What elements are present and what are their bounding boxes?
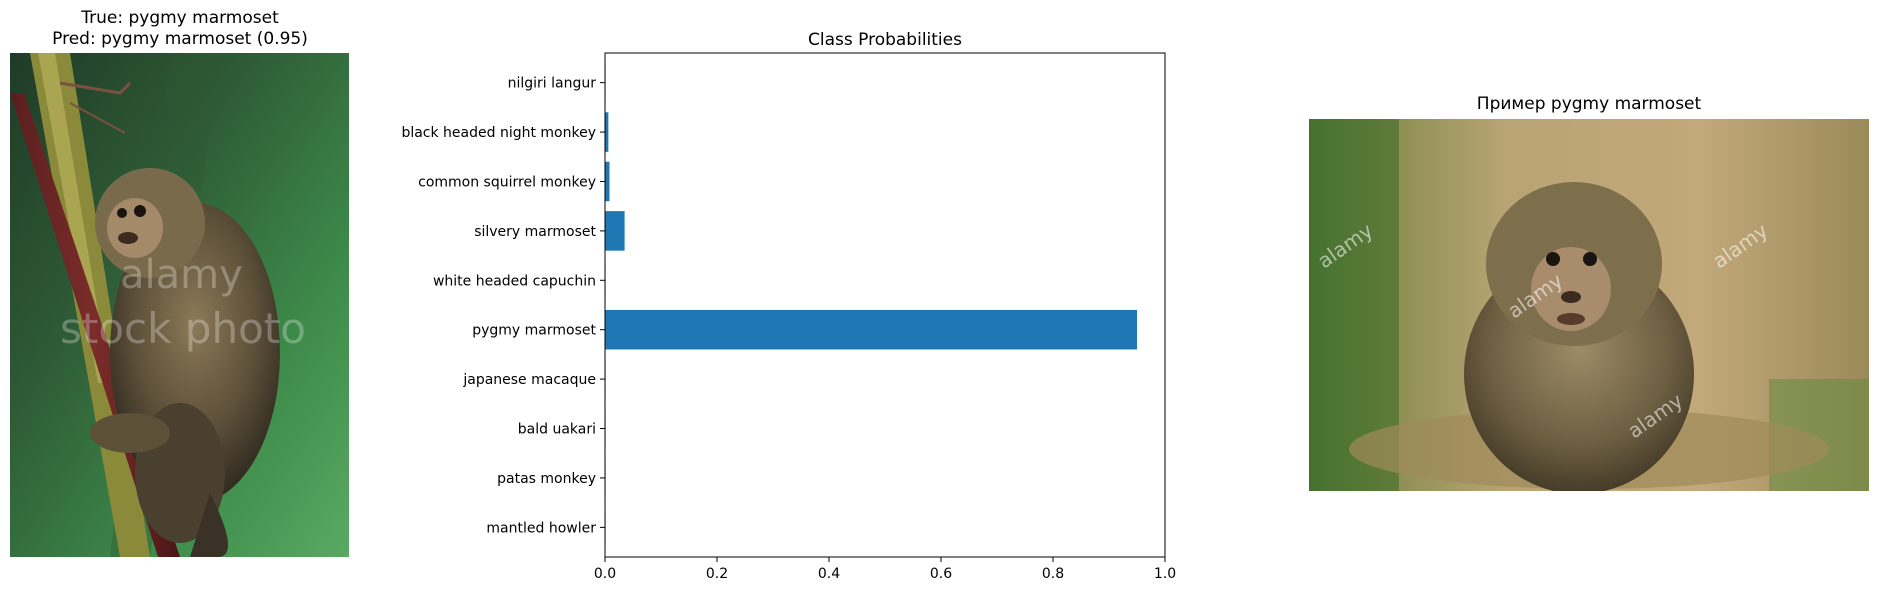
y-tick-label: silvery marmoset xyxy=(474,224,596,240)
right-photo: alamy alamy alamy alamy xyxy=(1309,119,1869,491)
x-tick-label: 1.0 xyxy=(1154,566,1176,582)
y-tick-label: black headed night monkey xyxy=(401,125,596,141)
chart-x-ticks: 0.0 0.2 0.4 0.6 0.8 1.0 xyxy=(594,557,1176,582)
chart-bars xyxy=(605,62,1137,548)
chart-title: Class Probabilities xyxy=(808,30,962,50)
right-photo-drawing: alamy alamy alamy alamy xyxy=(1309,119,1869,491)
bar-silvery-marmoset xyxy=(605,211,625,251)
right-title: Пример pygmy marmoset xyxy=(1476,94,1702,114)
x-tick-label: 0.4 xyxy=(818,566,840,582)
left-watermark-alamy: alamy xyxy=(120,252,243,298)
chart-y-ticks: nilgiri langur black headed night monkey c… xyxy=(401,76,605,536)
x-tick-label: 0.6 xyxy=(930,566,952,582)
y-tick-label: japanese macaque xyxy=(462,372,596,388)
left-photo-drawing: alamy stock photo xyxy=(10,53,349,557)
bar-pygmy-marmoset xyxy=(605,309,1137,350)
bar-black-headed-night-monkey xyxy=(605,112,609,152)
y-tick-label: pygmy marmoset xyxy=(472,323,596,339)
y-tick-label: common squirrel monkey xyxy=(418,174,596,190)
left-photo: alamy stock photo xyxy=(10,53,349,557)
y-tick-label: patas monkey xyxy=(497,471,596,487)
left-watermark-stock-photo: stock photo xyxy=(60,304,306,353)
x-tick-label: 0.2 xyxy=(706,566,728,582)
y-tick-label: white headed capuchin xyxy=(433,273,596,289)
plot-frame xyxy=(604,52,1166,558)
y-tick-label: mantled howler xyxy=(486,520,596,536)
y-tick-label: nilgiri langur xyxy=(508,76,597,92)
y-tick-label: bald uakari xyxy=(518,422,596,438)
left-title-pred: Pred: pygmy marmoset (0.95) xyxy=(52,29,308,49)
left-title-true: True: pygmy marmoset xyxy=(81,8,279,28)
bar-common-squirrel-monkey xyxy=(605,161,610,202)
x-tick-label: 0.0 xyxy=(594,566,616,582)
x-tick-label: 0.8 xyxy=(1042,566,1064,582)
